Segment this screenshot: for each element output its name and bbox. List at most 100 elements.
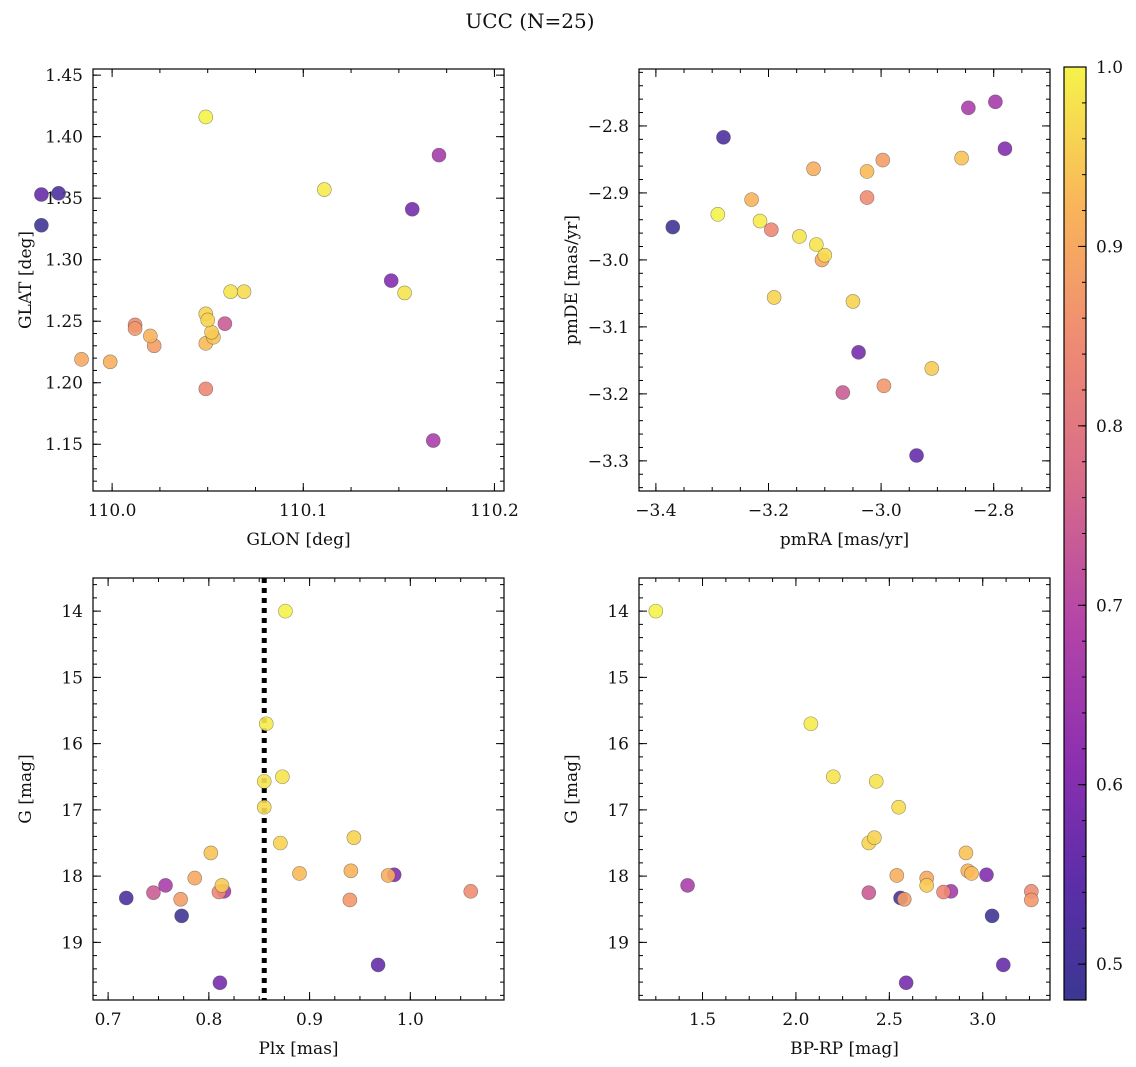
panel-plx-g: 0.7 0.8 0.9 1.0 14 15 16 17 18 19 Plx [mas] G [mag] — [16, 577, 505, 1059]
x-tick-label: 1.5 — [689, 1010, 716, 1030]
scatter-point — [954, 150, 969, 166]
scatter-point — [716, 130, 731, 145]
scatter-point — [710, 207, 726, 222]
scatter-point — [803, 716, 819, 732]
scatter-point — [34, 217, 49, 233]
scatter-point — [278, 603, 293, 619]
y-tick-label: 18 — [61, 867, 83, 887]
y-tick-label: 15 — [607, 668, 629, 688]
x-tick-label: −2.8 — [973, 501, 1014, 521]
scatter-point — [889, 868, 905, 883]
y-tick-label: 19 — [61, 933, 83, 953]
scatter-point — [809, 237, 824, 252]
y-tick-label: 16 — [61, 735, 83, 755]
x-axis-label: BP-RP [mag] — [790, 1039, 899, 1059]
scatter-point — [342, 892, 358, 908]
x-axis-label: GLON [deg] — [246, 530, 350, 550]
scatter-point — [891, 799, 906, 815]
x-tick-label: 1.0 — [397, 1010, 424, 1030]
y-tick-label: 14 — [61, 602, 83, 622]
y-tick-label: 1.40 — [45, 128, 83, 148]
colorbar-gradient — [1064, 67, 1086, 1000]
scatter-point — [236, 284, 252, 299]
scatter-point — [317, 182, 332, 197]
scatter-point — [223, 284, 238, 299]
x-tick-label: −3.2 — [748, 501, 789, 521]
scatter-point — [292, 866, 307, 881]
colorbar-frame — [1063, 66, 1087, 1001]
colorbar-tick-label: 0.7 — [1096, 596, 1123, 616]
scatter-point — [861, 885, 877, 900]
y-tick-label: 1.15 — [45, 435, 83, 455]
scatter-point — [118, 890, 134, 906]
scatter-point — [665, 219, 681, 235]
x-axis-label: pmRA [mas/yr] — [780, 530, 909, 550]
y-tick-label: −3.0 — [588, 251, 629, 271]
scatter-point — [744, 192, 759, 207]
scatter-point — [146, 885, 161, 900]
scatter-point — [34, 187, 49, 202]
panel-glon-glat: 110.0 110.1 110.21.151.201.251.301.351.401… — [16, 66, 519, 550]
scatter-point — [275, 769, 290, 785]
scatter-point — [158, 878, 173, 893]
scatter-point — [867, 830, 882, 845]
y-tick-label: 17 — [607, 801, 629, 821]
x-tick-label: 2.5 — [876, 1010, 903, 1030]
x-tick-label: 3.0 — [969, 1010, 996, 1030]
scatter-point — [896, 892, 912, 907]
x-tick-label: −3.0 — [860, 501, 901, 521]
scatter-point — [143, 328, 158, 344]
scatter-point — [217, 316, 233, 331]
scatter-point — [988, 94, 1003, 110]
y-axis-label: G [mag] — [562, 754, 582, 823]
y-tick-label: 1.45 — [45, 66, 83, 86]
y-tick-label: −2.9 — [588, 184, 629, 204]
panel-bprp-g: 1.5 2.0 2.5 3.0 14 15 16 17 18 19 BP-RP [mag] G [ma… — [562, 577, 1051, 1059]
scatter-point — [127, 321, 143, 336]
scatter-point — [204, 324, 219, 340]
scatter-point — [919, 878, 935, 893]
scatter-point — [859, 190, 875, 205]
colorbar-tick-label: 1.0 — [1096, 58, 1123, 78]
scatter-point — [979, 867, 994, 883]
scatter-point — [792, 229, 807, 244]
x-tick-label: 0.9 — [296, 1010, 323, 1030]
y-tick-label: −3.2 — [588, 385, 629, 405]
scatter-point — [995, 957, 1011, 973]
y-tick-label: −3.1 — [588, 318, 629, 338]
y-tick-label: 15 — [61, 668, 83, 688]
scatter-point — [404, 201, 420, 217]
scatter-point — [397, 285, 412, 301]
x-tick-label: 2.0 — [782, 1010, 809, 1030]
scatter-point — [198, 109, 214, 125]
scatter-point — [258, 716, 274, 732]
y-tick-label: 1.20 — [45, 374, 83, 394]
scatter-point — [214, 878, 230, 893]
scatter-point — [380, 868, 396, 883]
scatter-point — [875, 152, 891, 168]
y-tick-label: 17 — [61, 801, 83, 821]
scatter-point — [212, 975, 228, 991]
colorbar: 0.5 0.6 0.7 0.8 0.9 1.0 — [1063, 58, 1123, 1001]
scatter-point — [174, 908, 189, 924]
scatter-point — [764, 222, 779, 238]
axes-frame — [638, 577, 1051, 1001]
y-tick-label: 1.25 — [45, 312, 83, 332]
scatter-point — [806, 161, 821, 177]
scatter-point — [463, 884, 479, 899]
scatter-point — [851, 345, 866, 360]
x-tick-label: 110.1 — [279, 501, 328, 521]
scatter-point — [346, 830, 362, 845]
scatter-point — [680, 878, 695, 893]
y-tick-label: 14 — [607, 602, 629, 622]
x-tick-label: 0.7 — [95, 1010, 122, 1030]
axes-frame — [638, 68, 1051, 492]
scatter-point — [845, 294, 861, 309]
axes-frame — [92, 577, 505, 1001]
figure-title: UCC (N=25) — [465, 9, 594, 33]
axes-frame — [92, 68, 505, 492]
scatter-point — [187, 870, 203, 886]
colorbar-tick-label: 0.9 — [1096, 237, 1123, 257]
scatter-point — [273, 835, 288, 851]
colorbar-tick-label: 0.6 — [1096, 776, 1123, 796]
